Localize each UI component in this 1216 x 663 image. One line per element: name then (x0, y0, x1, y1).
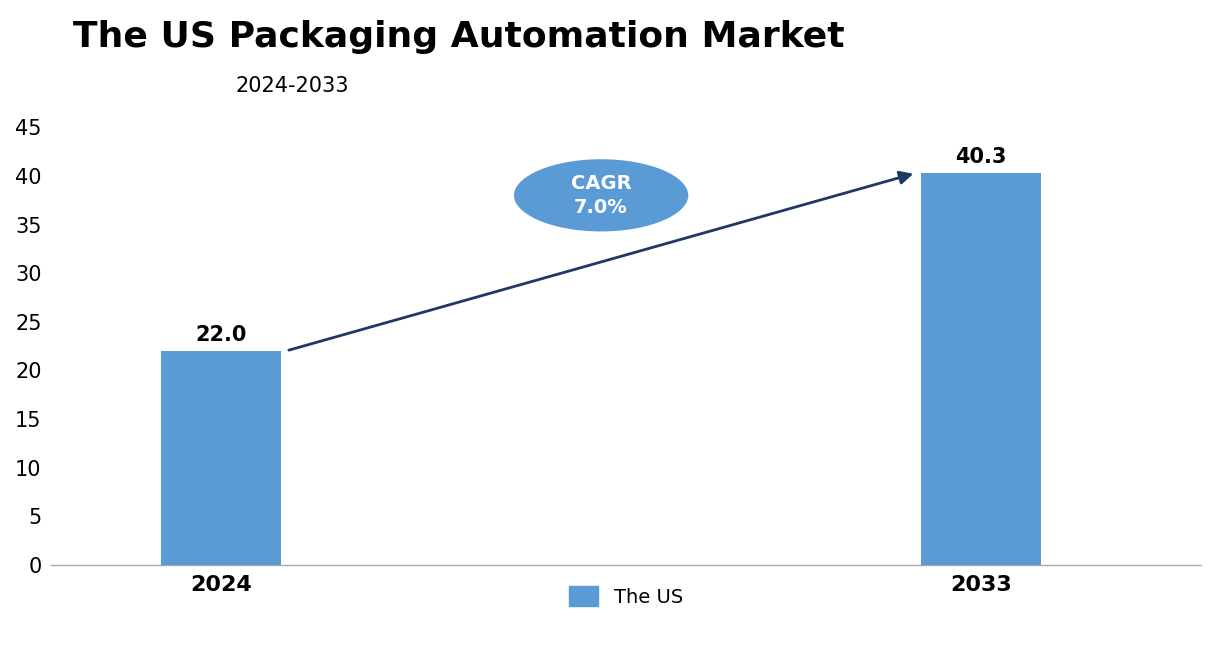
Bar (162, 351, 281, 565)
Text: CAGR: CAGR (570, 174, 631, 193)
Text: 22.0: 22.0 (196, 325, 247, 345)
Ellipse shape (511, 156, 691, 234)
Text: 2024-2033: 2024-2033 (235, 76, 349, 96)
Legend: The US: The US (562, 578, 691, 615)
Text: 7.0%: 7.0% (574, 198, 627, 217)
Ellipse shape (502, 149, 700, 241)
Text: The US Packaging Automation Market: The US Packaging Automation Market (73, 20, 845, 54)
Text: 40.3: 40.3 (956, 147, 1007, 167)
Bar (921, 173, 1041, 565)
